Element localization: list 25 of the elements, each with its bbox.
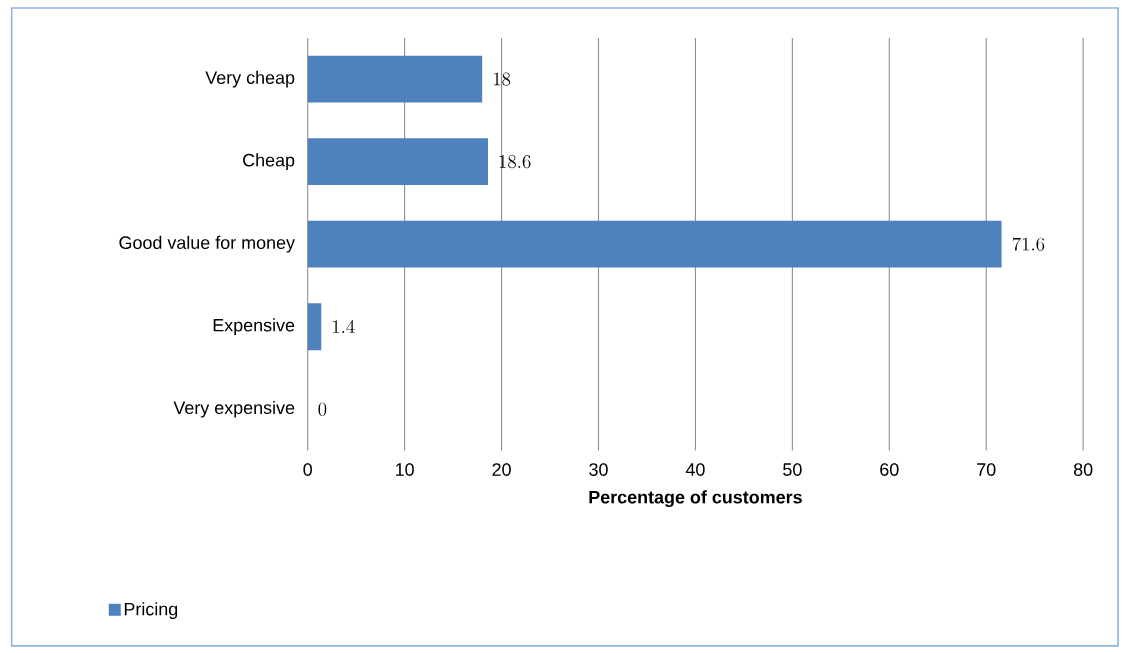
- data-label: 0: [318, 402, 327, 416]
- bar: [307, 138, 488, 186]
- x-axis-title: Percentage of customers: [589, 490, 802, 508]
- y-tick-label: Good value for money: [119, 235, 295, 253]
- y-tick-label: Very expensive: [173, 400, 295, 418]
- x-tick-label: 0: [303, 463, 312, 476]
- x-tick-label: 10: [396, 463, 414, 476]
- data-label: 1 .4: [333, 320, 355, 333]
- x-tick-label: 20: [492, 463, 511, 476]
- legend-label: Pricing: [124, 602, 178, 620]
- data-label: 18: [493, 72, 511, 86]
- bar: [307, 220, 1002, 268]
- bar: [307, 55, 483, 103]
- x-tick-label: 30: [589, 463, 608, 476]
- y-tick-label: Cheap: [243, 153, 295, 171]
- data-label: 71 .6: [1012, 237, 1045, 251]
- x-tick-label: 60: [880, 463, 899, 476]
- bar: [307, 303, 322, 351]
- x-tick-label: 70: [977, 463, 996, 476]
- y-tick-label: Expensive: [213, 318, 295, 336]
- x-tick-label: 50: [783, 463, 802, 476]
- y-tick-label: Very cheap: [205, 70, 295, 88]
- x-tick-label: 80: [1073, 463, 1093, 476]
- x-tick-label: 40: [685, 463, 705, 476]
- data-label: 18.6: [499, 155, 531, 169]
